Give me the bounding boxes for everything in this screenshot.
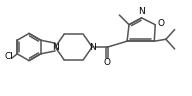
Text: O: O <box>103 58 110 67</box>
Text: Cl: Cl <box>4 52 13 61</box>
Text: O: O <box>157 19 164 28</box>
Text: N: N <box>52 43 59 52</box>
Text: N: N <box>138 7 145 16</box>
Text: N: N <box>89 43 95 52</box>
